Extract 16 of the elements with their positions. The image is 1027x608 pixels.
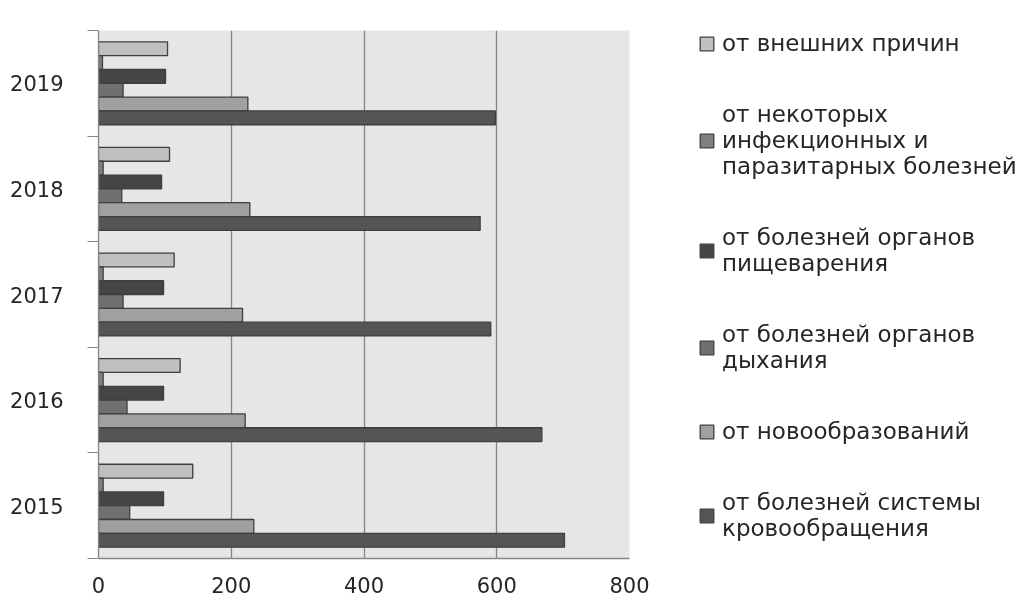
legend-label: от некоторых инфекционных и паразитарных болезней [722, 101, 1017, 179]
legend-label: от внешних причин [722, 30, 960, 56]
y-tick-label: 2016 [10, 389, 64, 414]
y-tick-label: 2017 [10, 283, 64, 308]
legend-label: от новообразований [722, 418, 970, 444]
legend-label: от болезней органов дыхания [722, 321, 976, 373]
y-tick-label: 2015 [10, 494, 64, 519]
y-tick-label: 2019 [10, 72, 64, 97]
x-tick-label: 0 [91, 573, 106, 598]
legend-label: от болезней органов пищеварения [722, 224, 976, 276]
x-tick-label: 600 [476, 573, 517, 598]
legend-label: от болезней системы кровообращения [722, 489, 981, 541]
x-tick-label: 400 [343, 573, 385, 598]
x-tick-label: 200 [211, 573, 252, 598]
y-tick-label: 2018 [10, 177, 64, 202]
x-tick-label: 800 [609, 573, 650, 598]
